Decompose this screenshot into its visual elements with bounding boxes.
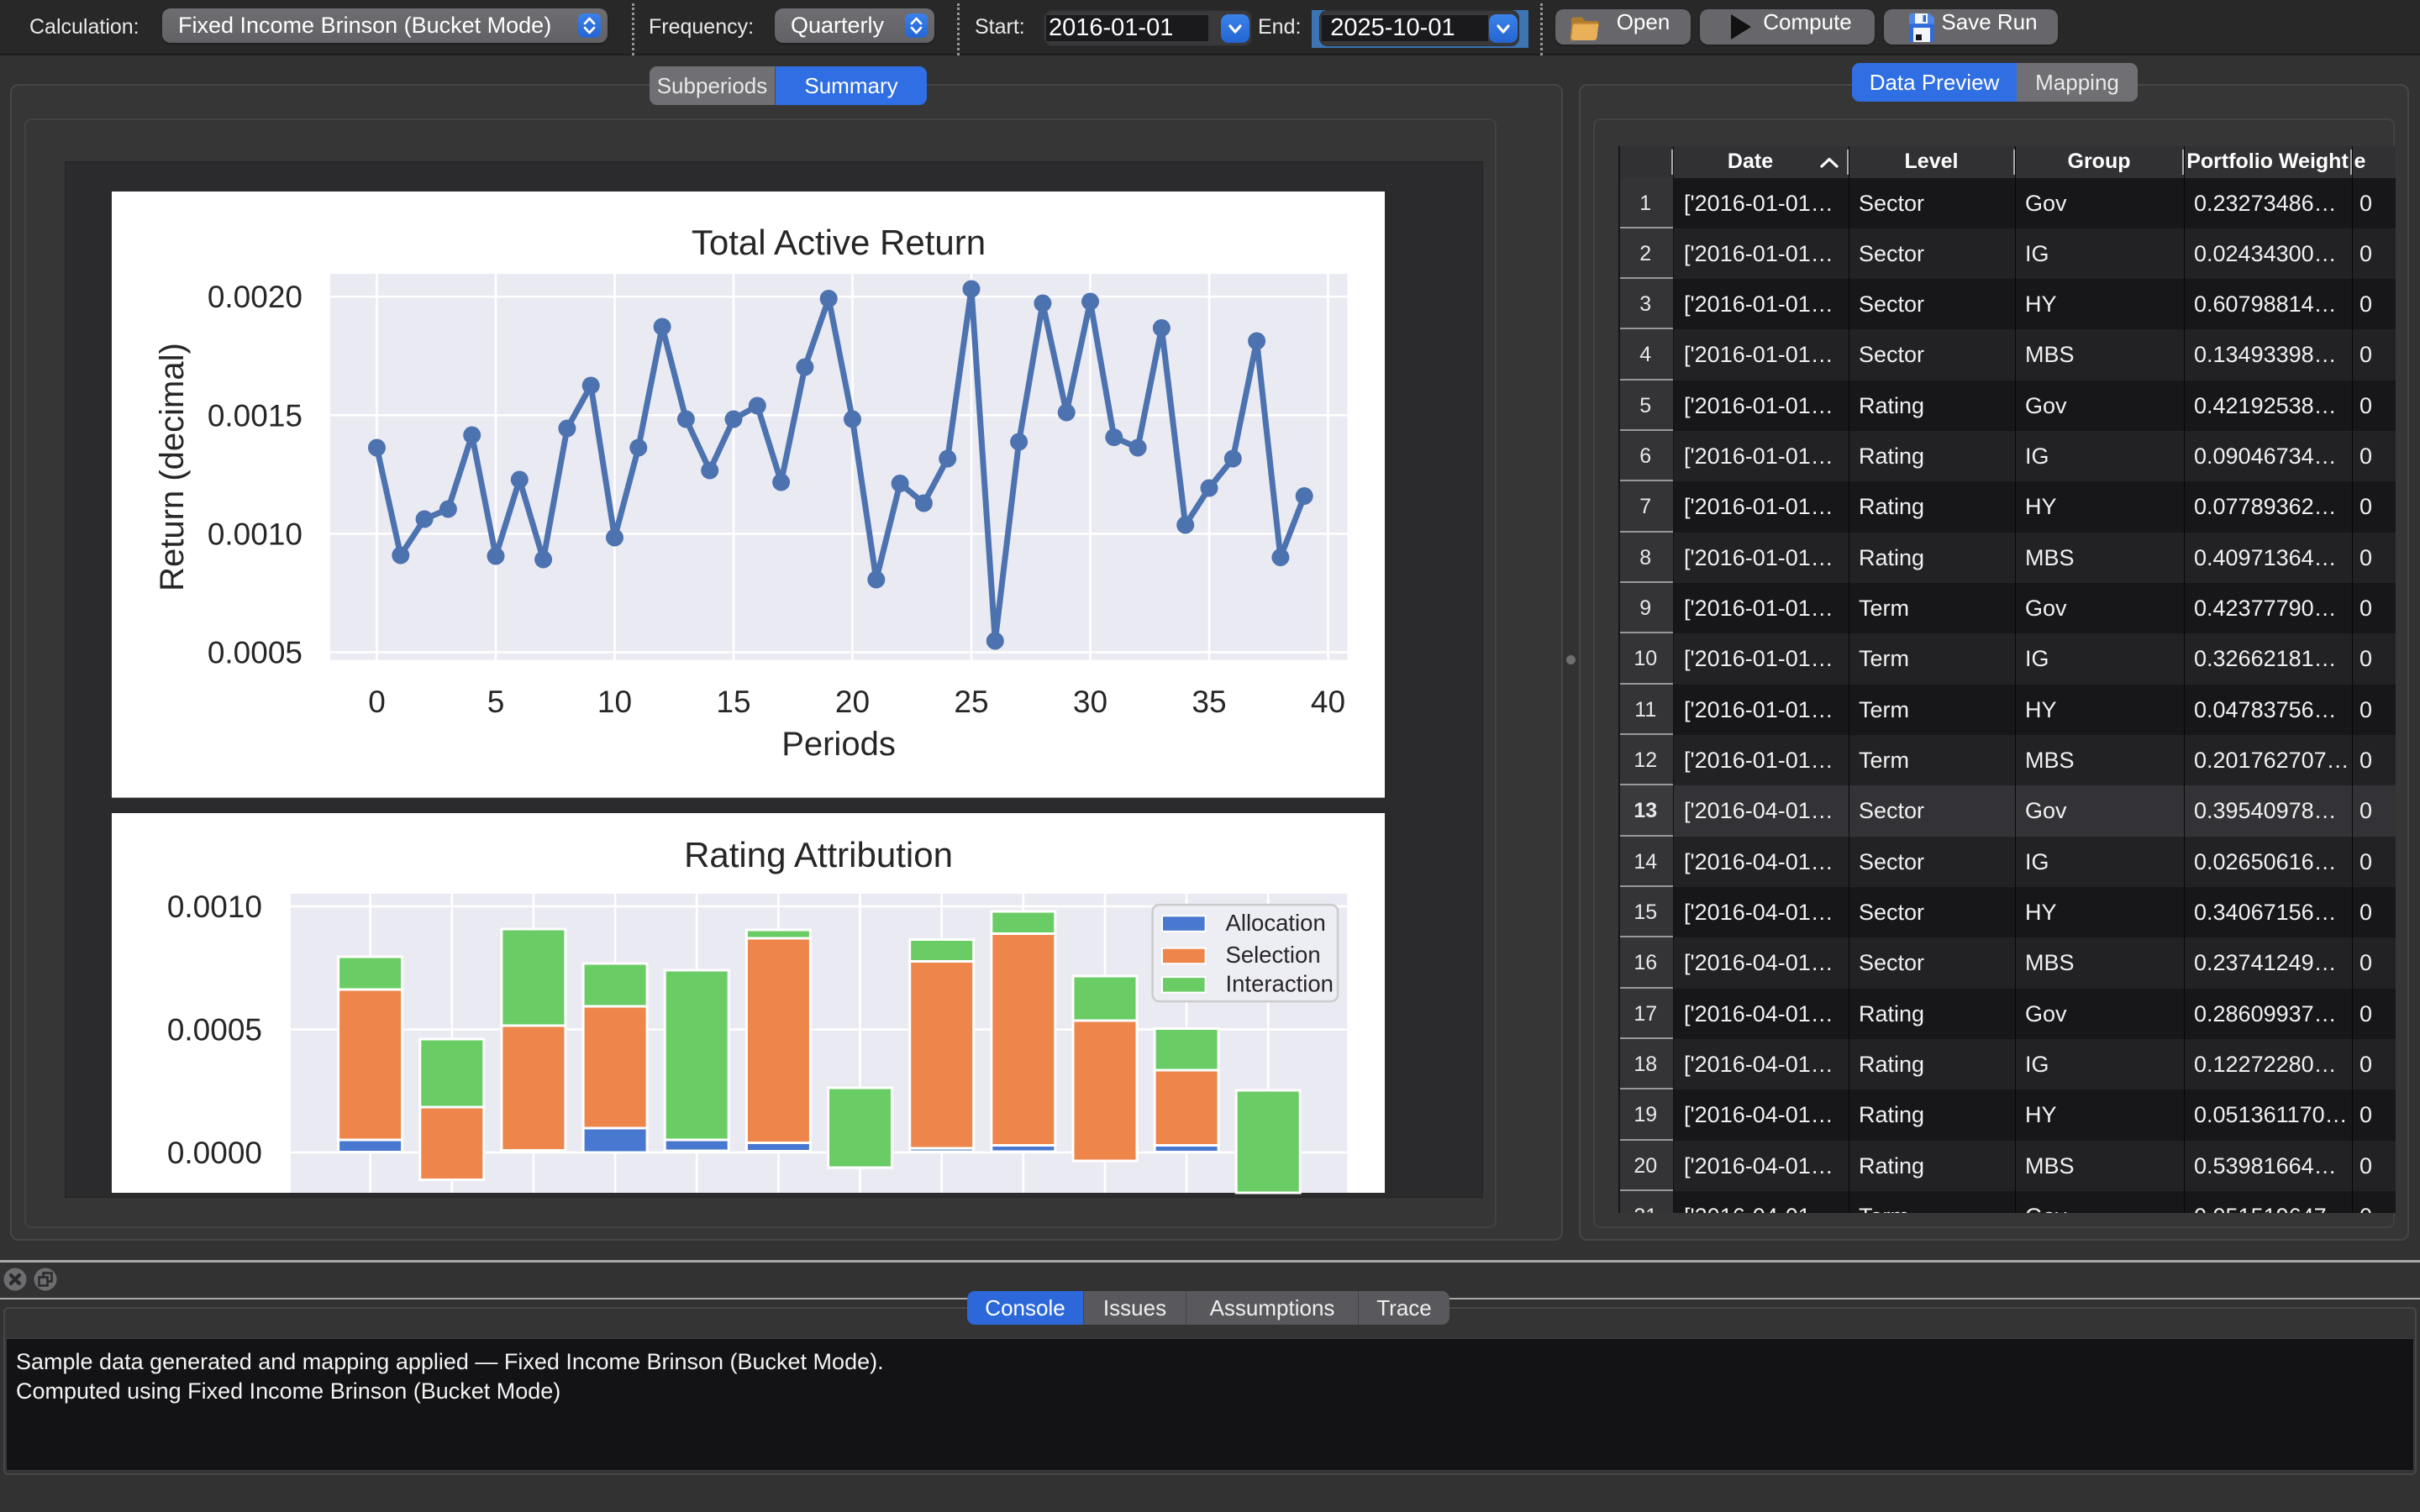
svg-text:0.0005: 0.0005	[167, 1013, 262, 1047]
svg-text:Allocation: Allocation	[1226, 910, 1326, 936]
svg-text:35: 35	[1192, 685, 1226, 719]
svg-text:10: 10	[597, 685, 632, 719]
svg-text:Total Active Return: Total Active Return	[692, 223, 986, 262]
svg-text:20: 20	[835, 685, 870, 719]
svg-text:40: 40	[1311, 685, 1345, 719]
svg-text:15: 15	[716, 685, 750, 719]
svg-text:Return (decimal): Return (decimal)	[154, 343, 191, 591]
svg-text:Selection: Selection	[1226, 942, 1321, 968]
svg-text:25: 25	[954, 685, 988, 719]
svg-text:0.0010: 0.0010	[167, 890, 262, 924]
svg-text:0.0015: 0.0015	[208, 398, 302, 433]
svg-text:Periods: Periods	[781, 726, 896, 763]
svg-text:5: 5	[487, 685, 505, 719]
svg-text:Rating Attribution: Rating Attribution	[684, 835, 953, 874]
svg-text:Interaction: Interaction	[1226, 971, 1334, 997]
svg-text:30: 30	[1073, 685, 1107, 719]
svg-text:0.0000: 0.0000	[167, 1136, 262, 1170]
svg-text:0.0010: 0.0010	[208, 517, 302, 551]
svg-text:0: 0	[368, 685, 386, 719]
svg-text:0.0020: 0.0020	[208, 280, 302, 314]
svg-text:0.0005: 0.0005	[208, 636, 302, 670]
